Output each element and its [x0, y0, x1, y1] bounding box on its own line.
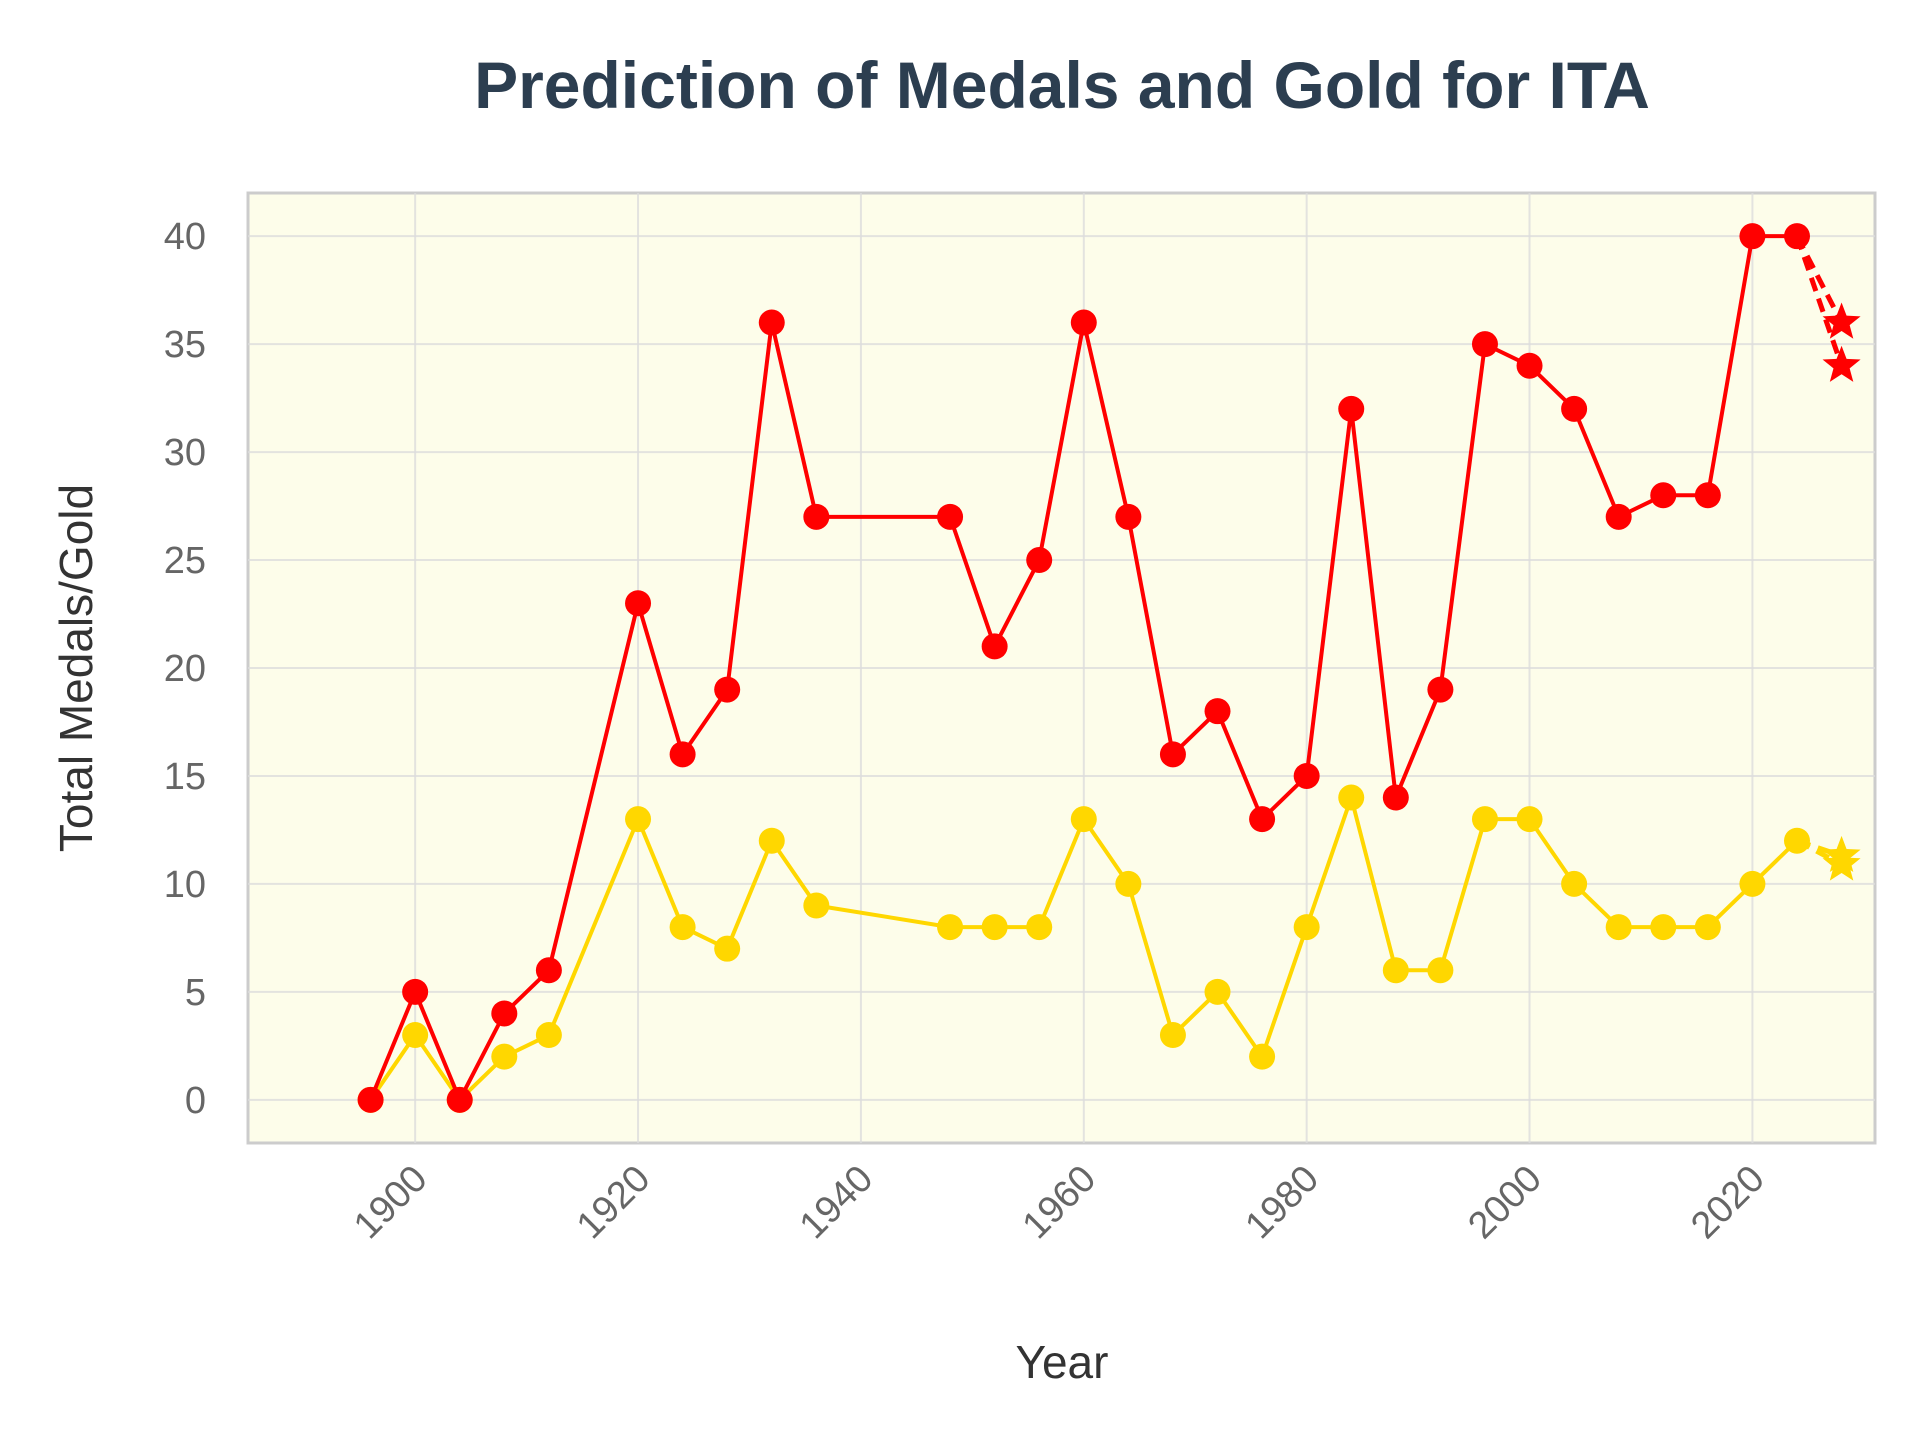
y-tick-label: 5: [185, 972, 206, 1014]
data-point: [1115, 870, 1142, 897]
data-point: [981, 633, 1008, 660]
data-point: [1471, 806, 1498, 833]
data-point: [1204, 978, 1231, 1005]
data-point: [1739, 870, 1766, 897]
data-point: [1115, 503, 1142, 530]
data-point: [1783, 827, 1810, 854]
x-tick-label: 1980: [1238, 1158, 1327, 1247]
prediction-line: [1794, 235, 1844, 324]
data-point: [1605, 914, 1632, 941]
x-tick-label: 2020: [1683, 1158, 1772, 1247]
data-point: [1382, 784, 1409, 811]
data-point: [491, 1043, 518, 1070]
y-axis-label: Total Medals/Gold: [50, 484, 102, 852]
data-point: [535, 1022, 562, 1049]
x-tick-label: 2000: [1460, 1158, 1549, 1247]
data-point: [803, 503, 830, 530]
y-tick-label: 15: [164, 756, 206, 798]
data-point: [1471, 331, 1498, 358]
x-tick-label: 1960: [1015, 1158, 1104, 1247]
data-point: [1694, 482, 1721, 509]
data-point: [1249, 806, 1276, 833]
data-point: [535, 957, 562, 984]
series-1: [357, 784, 1861, 1113]
data-series: [357, 223, 1861, 1113]
data-point: [1293, 762, 1320, 789]
data-point: [1293, 914, 1320, 941]
data-point: [402, 1022, 429, 1049]
data-point: [1739, 223, 1766, 250]
data-point: [1561, 395, 1588, 422]
data-point: [714, 676, 741, 703]
data-point: [402, 978, 429, 1005]
data-point: [1159, 1022, 1186, 1049]
data-point: [625, 590, 652, 617]
data-point: [1204, 698, 1231, 725]
series-line: [368, 234, 1797, 1102]
prediction-star: [1822, 844, 1861, 881]
data-point: [1427, 676, 1454, 703]
data-point: [1070, 309, 1097, 336]
data-point: [1249, 1043, 1276, 1070]
data-point: [1516, 352, 1543, 379]
prediction-star: [1822, 345, 1861, 382]
data-point: [1338, 784, 1365, 811]
data-point: [937, 914, 964, 941]
data-point: [1427, 957, 1454, 984]
data-point: [1338, 395, 1365, 422]
data-point: [1516, 806, 1543, 833]
data-point: [1561, 870, 1588, 897]
x-tick-label: 1900: [346, 1158, 435, 1247]
series-0: [357, 223, 1861, 1113]
y-tick-label: 20: [164, 648, 206, 690]
x-tick-label: 1920: [569, 1158, 658, 1247]
data-point: [669, 741, 696, 768]
y-tick-label: 40: [164, 216, 206, 258]
y-tick-label: 35: [164, 324, 206, 366]
data-point: [1026, 547, 1053, 574]
data-point: [1159, 741, 1186, 768]
data-point: [803, 892, 830, 919]
data-point: [625, 806, 652, 833]
y-tick-label: 30: [164, 432, 206, 474]
data-point: [981, 914, 1008, 941]
y-tick-label: 25: [164, 540, 206, 582]
y-tick-label: 0: [185, 1080, 206, 1122]
data-point: [446, 1086, 473, 1113]
data-point: [1783, 223, 1810, 250]
prediction-line: [1794, 235, 1844, 367]
data-point: [357, 1086, 384, 1113]
data-point: [1382, 957, 1409, 984]
data-point: [669, 914, 696, 941]
y-tick-label: 10: [164, 864, 206, 906]
data-point: [937, 503, 964, 530]
chart-title: Prediction of Medals and Gold for ITA: [474, 48, 1650, 122]
data-point: [1026, 914, 1053, 941]
data-point: [758, 827, 785, 854]
data-point: [1070, 806, 1097, 833]
data-point: [1650, 914, 1677, 941]
x-tick-label: 1940: [792, 1158, 881, 1247]
x-axis-label: Year: [1016, 1336, 1109, 1388]
data-point: [758, 309, 785, 336]
data-point: [1650, 482, 1677, 509]
data-point: [1694, 914, 1721, 941]
prediction-star: [1822, 302, 1861, 339]
data-point: [491, 1000, 518, 1027]
data-point: [1605, 503, 1632, 530]
data-point: [714, 935, 741, 962]
